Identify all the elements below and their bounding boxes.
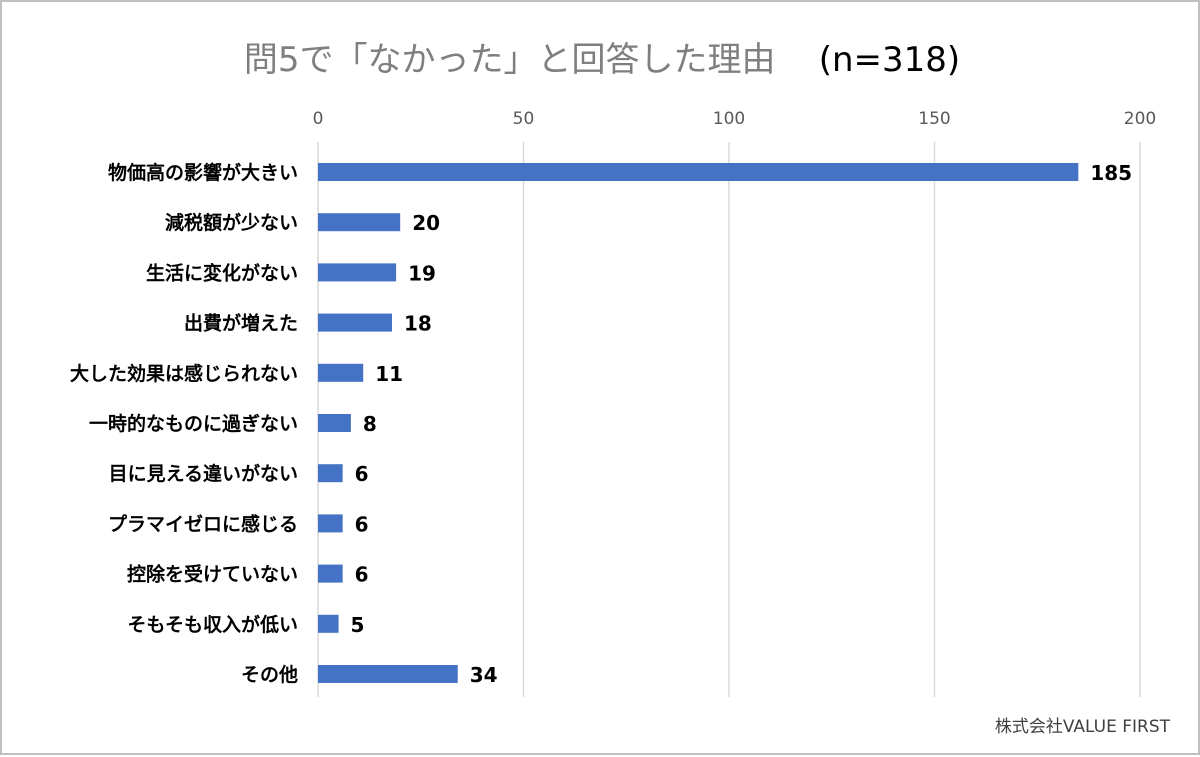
category-label: そもそも収入が低い xyxy=(127,613,298,636)
chart-subtitle: (n=318) xyxy=(818,40,961,80)
category-label: 生活に変化がない xyxy=(146,261,298,284)
data-label: 6 xyxy=(355,462,369,486)
data-label: 34 xyxy=(470,663,498,687)
category-label: 目に見える違いがない xyxy=(109,462,298,485)
category-label: 減税額が少ない xyxy=(165,211,298,234)
x-tick-label: 100 xyxy=(713,109,745,129)
company-credit: 株式会社VALUE FIRST xyxy=(994,717,1170,737)
data-label: 6 xyxy=(355,512,369,536)
category-label: 出費が増えた xyxy=(184,312,298,335)
data-label: 11 xyxy=(375,362,403,386)
data-label: 185 xyxy=(1090,161,1132,185)
bar xyxy=(318,213,401,232)
bar xyxy=(318,414,351,432)
chart-title: 問5で「なかった」と回答した理由 (n=318) xyxy=(2,32,1200,81)
data-label: 5 xyxy=(351,613,365,637)
category-label: プラマイゼロに感じる xyxy=(108,512,298,535)
x-tick-label: 150 xyxy=(918,109,950,129)
bar xyxy=(318,665,458,683)
bar xyxy=(318,614,339,633)
x-tick-label: 200 xyxy=(1124,109,1156,129)
bar xyxy=(318,514,343,533)
category-label: その他 xyxy=(241,663,298,686)
bar xyxy=(318,163,1079,181)
bar xyxy=(318,313,392,332)
category-label: 一時的なものに過ぎない xyxy=(89,412,298,435)
category-label: 控除を受けていない xyxy=(127,563,298,586)
data-label: 20 xyxy=(412,211,440,235)
category-label: 物価高の影響が大きい xyxy=(108,161,298,184)
data-label: 8 xyxy=(363,412,377,436)
x-tick-label: 0 xyxy=(313,109,324,129)
x-tick-label: 50 xyxy=(513,109,535,129)
category-label: 大した効果は感じられない xyxy=(70,362,298,385)
data-label: 6 xyxy=(355,563,369,587)
bar xyxy=(318,263,397,282)
bar xyxy=(318,464,343,483)
data-label: 19 xyxy=(408,261,436,285)
bar xyxy=(318,363,364,382)
data-label: 18 xyxy=(404,312,432,336)
chart-title-text: 問5で「なかった」と回答した理由 xyxy=(243,40,776,80)
bar xyxy=(318,564,343,583)
